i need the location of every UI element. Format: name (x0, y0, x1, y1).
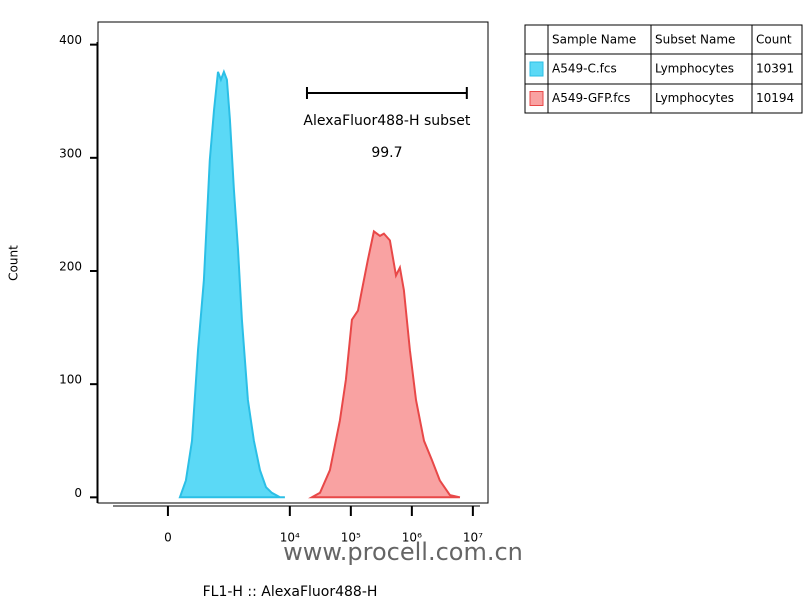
x-tick-label: 10⁷ (463, 531, 483, 545)
legend-swatch (529, 91, 544, 106)
legend-swatch (529, 61, 544, 77)
table-cell: Lymphocytes (655, 62, 734, 76)
legend-label: A549-C.fcs (552, 62, 617, 76)
x-tick-label: 0 (164, 531, 172, 545)
table-cell: 10194 (756, 91, 794, 105)
table-cell: 10391 (756, 62, 794, 76)
column-header: Subset Name (655, 33, 735, 47)
gate-name: AlexaFluor488-H subset (303, 113, 471, 129)
x-tick-label: 10⁴ (280, 531, 300, 545)
x-axis-label: FL1-H :: AlexaFluor488-H (203, 584, 378, 600)
gate-value: 99.7 (371, 145, 402, 161)
plot-frame (97, 21, 489, 504)
x-tick-label: 10⁶ (402, 531, 422, 545)
column-header: Sample Name (552, 33, 636, 47)
y-axis-label: Count (7, 245, 21, 281)
histogram-area (178, 68, 285, 499)
watermark: www.procell.com.cn (283, 538, 523, 566)
legend-label: A549-GFP.fcs (552, 91, 630, 105)
table-cell: Lymphocytes (655, 91, 734, 105)
table-frame (524, 24, 803, 114)
legend-table: Sample Name Subset Name Count A549-C.fcs Lym… (524, 24, 803, 114)
histogram-area (308, 229, 461, 499)
y-tick-label: 100 (59, 373, 82, 387)
y-tick-label: 200 (59, 259, 82, 273)
column-header: Count (756, 33, 792, 47)
x-tick-label: 10⁵ (341, 531, 361, 545)
y-tick-label: 0 (74, 486, 82, 500)
y-tick-label: 300 (59, 146, 82, 160)
y-tick-label: 400 (59, 33, 82, 47)
